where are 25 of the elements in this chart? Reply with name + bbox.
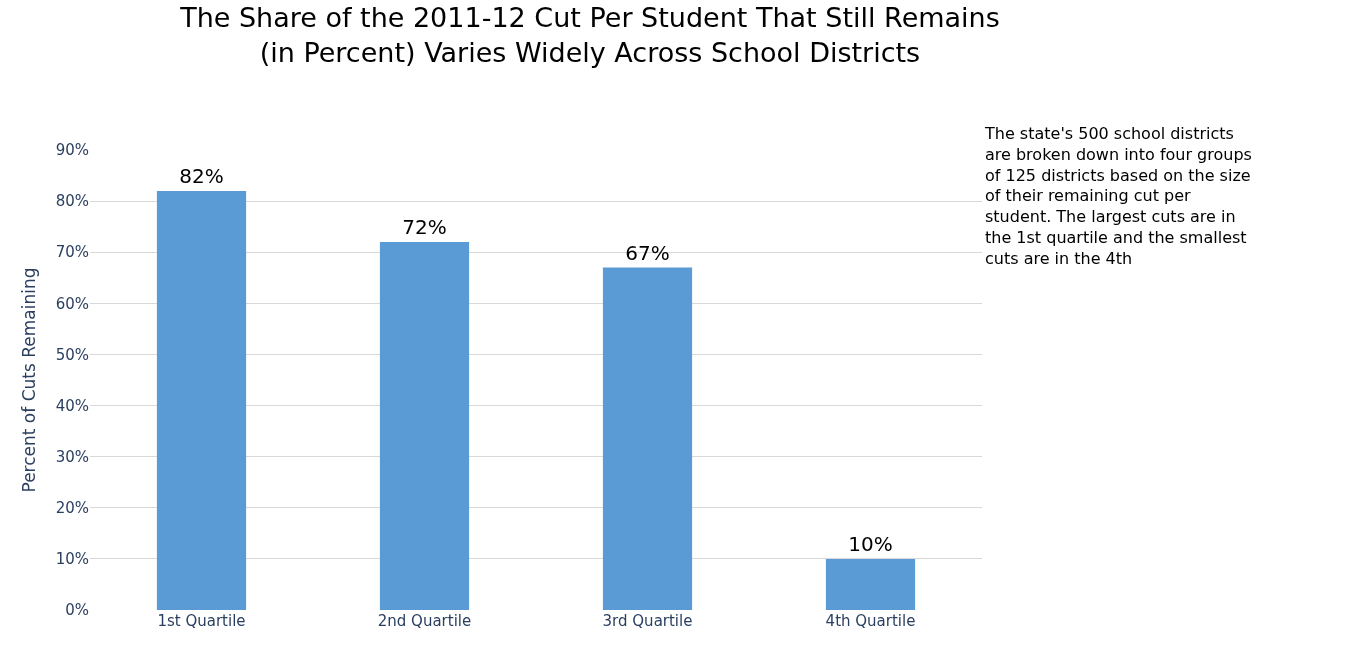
y-axis-title: Percent of Cuts Remaining (19, 267, 40, 493)
data-label: 67% (625, 240, 670, 265)
y-tick-label: 90% (55, 141, 89, 160)
y-tick-label: 0% (65, 601, 89, 620)
y-tick-label: 50% (55, 345, 89, 364)
y-tick-label: 80% (55, 192, 89, 211)
x-tick-label: 4th Quartile (825, 612, 916, 630)
chart-title: The Share of the 2011-12 Cut Per Student That Still Remains (in Percent) Varies Widely Across School Districts (179, 1, 1000, 68)
y-tick-label: 70% (55, 243, 89, 262)
bar (825, 558, 916, 610)
data-label: 10% (848, 531, 893, 556)
data-label: 72% (402, 215, 447, 239)
bar (379, 242, 470, 610)
y-tick-label: 60% (55, 294, 89, 313)
x-tick-label: 2nd Quartile (377, 612, 472, 630)
x-tick-label: 1st Quartile (157, 612, 246, 630)
bar (156, 190, 247, 610)
y-tick-label: 30% (55, 447, 89, 466)
data-label: 82% (179, 163, 224, 188)
bar (602, 267, 693, 610)
text: The state's 500 school districts are broken down into four groups of 125 districts based on the size of their remaining cut per student. The largest cuts are in the 1st quartile and the smallest cuts are in the 4th (984, 124, 1252, 268)
x-tick-label: 3rd Quartile (602, 612, 693, 630)
y-tick-label: 10% (55, 550, 89, 569)
y-tick-label: 20% (55, 499, 89, 518)
y-tick-label: 40% (55, 396, 89, 415)
